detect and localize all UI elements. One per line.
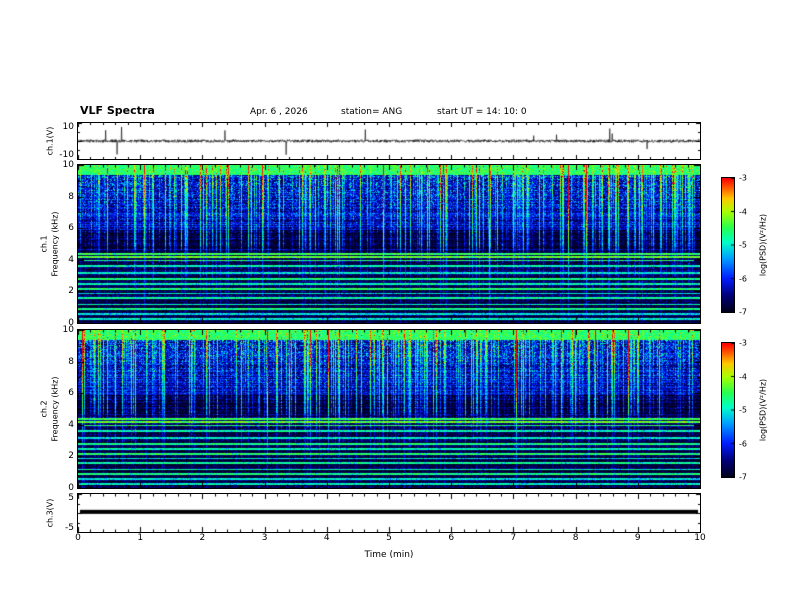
ch1-spectrogram-ytick-label: 0: [68, 318, 74, 328]
ch2-spectrogram-ytick-label: 4: [68, 419, 74, 430]
ch1-spectrogram-ytick-label: 10: [62, 160, 74, 170]
ch1-frequency-axis-label: Frequency (kHz): [50, 211, 60, 277]
colorbar-tick-label: -6: [739, 439, 747, 448]
ch1-colorbar: [721, 177, 735, 313]
x-tick-label: 9: [634, 533, 641, 543]
x-tick-label: 7: [510, 533, 517, 543]
ch1-spectrogram-plot: [77, 164, 701, 324]
x-tick-label: 0: [75, 533, 81, 543]
colorbar-tick-label: -7: [739, 472, 747, 482]
colorbar-tick-label: -4: [739, 372, 747, 381]
x-tick-label: 10: [694, 533, 706, 543]
ch2-spectrogram-ytick-label: 10: [62, 325, 74, 335]
colorbar-tick-label: -4: [739, 207, 747, 216]
ch3-ytick-label: -5: [65, 523, 74, 533]
colorbar-tick-label: -3: [739, 338, 747, 348]
colorbar1-unit-label: log(PSD)(V²/Hz): [758, 213, 768, 277]
ch2-spectrogram-ytick-label: 8: [68, 356, 74, 367]
ch1-spectrogram-ytick-label: 2: [68, 286, 74, 297]
ch2-spectrogram-ytick-label: 6: [68, 388, 74, 399]
ch1-spectrogram-ytick-label: 6: [68, 223, 74, 234]
ch2-spec-axis-label: ch.2: [39, 400, 49, 418]
x-tick-label: 2: [199, 533, 206, 543]
ch1-waveform-plot: [77, 122, 701, 160]
station-label: station= ANG: [341, 107, 403, 117]
x-tick-label: 5: [386, 533, 392, 543]
ch1-waveform-ytick-label: -10: [59, 150, 74, 160]
x-tick-label: 4: [323, 533, 330, 543]
ch2-spectrogram-ytick-label: 0: [68, 483, 74, 493]
colorbar-tick-label: -6: [739, 274, 747, 283]
x-tick-label: 1: [137, 533, 144, 543]
colorbar2-unit-label: log(PSD)(V²/Hz): [758, 378, 768, 442]
x-tick-label: 3: [261, 533, 268, 543]
colorbar-tick-label: -7: [739, 307, 747, 317]
x-tick-label: 6: [448, 533, 455, 543]
ch2-colorbar: [721, 342, 735, 478]
ch3-waveform-plot: [77, 493, 701, 533]
start-ut-label: start UT = 14: 10: 0: [437, 107, 527, 117]
x-axis-label: Time (min): [364, 550, 414, 560]
colorbar-tick-label: -5: [739, 405, 747, 415]
ch1-spec-axis-label: ch.1: [39, 235, 49, 253]
ch1-spectrogram-ytick-label: 8: [68, 191, 74, 202]
x-tick-label: 8: [572, 533, 579, 543]
date-label: Apr. 6 , 2026: [250, 107, 308, 117]
ch1-spectrogram-ytick-label: 4: [68, 254, 74, 265]
ch3-ytick-label: 5: [68, 493, 74, 503]
figure-title: VLF Spectra: [80, 104, 155, 117]
ch2-frequency-axis-label: Frequency (kHz): [50, 376, 60, 442]
colorbar-tick-label: -5: [739, 240, 747, 250]
ch2-spectrogram-plot: [77, 329, 701, 489]
ch1-waveform-ytick-label: 10: [62, 122, 74, 132]
ch2-spectrogram-ytick-label: 2: [68, 451, 74, 462]
colorbar-tick-label: -3: [739, 173, 747, 183]
